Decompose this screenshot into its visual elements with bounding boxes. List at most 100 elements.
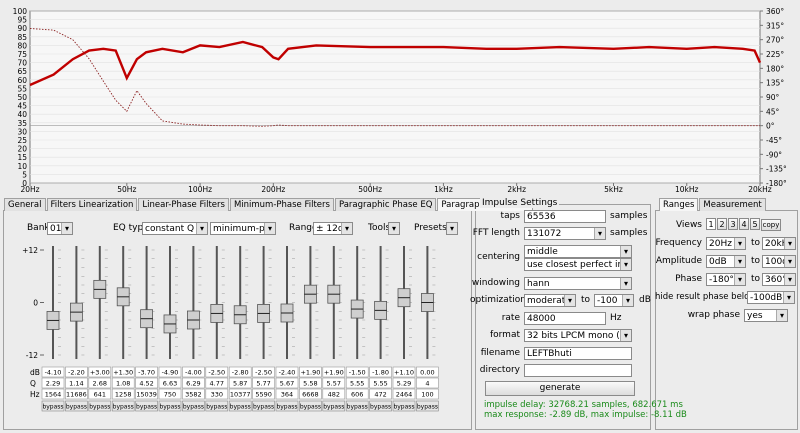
slider-thumb[interactable]: [350, 299, 364, 319]
value-box: [135, 388, 158, 400]
slider-thumb[interactable]: [420, 293, 434, 312]
view-button[interactable]: 2: [717, 218, 727, 230]
select[interactable]: minimum-phase: [210, 222, 276, 235]
slider-thumb[interactable]: [233, 305, 247, 325]
select[interactable]: moderate: [524, 294, 576, 307]
slider-thumb[interactable]: [397, 288, 411, 308]
bypass-button[interactable]: bypass: [299, 400, 322, 412]
menu-label[interactable]: Tools: [368, 223, 391, 233]
select[interactable]: hann: [524, 277, 632, 290]
select[interactable]: 20Hz: [706, 237, 746, 250]
value-box: [322, 388, 346, 400]
slider-thumb[interactable]: [257, 304, 271, 323]
tab[interactable]: General: [4, 198, 46, 211]
bypass-button[interactable]: bypass: [392, 400, 416, 412]
bypass-button[interactable]: bypass: [345, 400, 369, 412]
tab[interactable]: Minimum-Phase Filters: [229, 198, 334, 211]
y-tick-label: 10: [17, 162, 27, 171]
bypass-button[interactable]: bypass: [228, 400, 252, 412]
y2-tick-label: 225°: [766, 50, 784, 59]
slider-thumb[interactable]: [46, 311, 60, 330]
bypass-button[interactable]: bypass: [158, 400, 182, 412]
y-tick-label: 0: [22, 179, 27, 188]
bypass-button[interactable]: bypass: [182, 400, 205, 412]
bypass-box: [41, 400, 65, 412]
select[interactable]: ± 12dB: [313, 222, 353, 235]
select[interactable]: -180°: [706, 273, 746, 286]
slider-thumb[interactable]: [93, 279, 107, 299]
tab-strip: General Filters Linearization Linear-Phase…: [4, 198, 534, 211]
slider-thumb[interactable]: [116, 287, 130, 307]
view-button[interactable]: 3: [728, 218, 738, 230]
x-tick-label: 100Hz: [188, 185, 212, 194]
input[interactable]: [524, 364, 632, 377]
x-tick-label: 200Hz: [261, 185, 285, 194]
select[interactable]: -100: [594, 294, 634, 307]
x-tick-label: 10kHz: [675, 185, 699, 194]
bypass-button[interactable]: bypass: [369, 400, 392, 412]
view-button[interactable]: 1: [706, 218, 716, 230]
input[interactable]: 48000: [524, 312, 606, 325]
bypass-button[interactable]: bypass: [135, 400, 158, 412]
value-box: [182, 366, 205, 378]
bypass-text: bypass: [42, 404, 63, 411]
slider-thumb[interactable]: [303, 284, 317, 304]
copy-button[interactable]: copy: [761, 219, 781, 231]
tab[interactable]: Measurement: [699, 198, 766, 211]
slider-thumb[interactable]: [374, 300, 388, 320]
bypass-button[interactable]: bypass: [41, 400, 65, 412]
bypass-button[interactable]: bypass: [65, 400, 88, 412]
select[interactable]: use closest perfect impulse: [524, 258, 632, 271]
input[interactable]: LEFTBhuti: [524, 347, 632, 360]
value-text: +1.30: [113, 369, 133, 377]
value-box: [228, 366, 252, 378]
menu-button[interactable]: [446, 222, 458, 235]
slider-thumb[interactable]: [210, 304, 224, 323]
view-button[interactable]: 5: [750, 218, 760, 230]
input[interactable]: 65536: [524, 210, 606, 223]
bypass-button[interactable]: bypass: [322, 400, 346, 412]
slider-thumb[interactable]: [70, 302, 83, 322]
bypass-button[interactable]: bypass: [111, 400, 135, 412]
select[interactable]: 20kHz: [762, 237, 796, 250]
value-text: +1.10: [394, 369, 414, 377]
tab[interactable]: Linear-Phase Filters: [138, 198, 229, 211]
select[interactable]: 32 bits LPCM mono ( wav): [524, 329, 632, 342]
select[interactable]: middle: [524, 245, 632, 258]
value-text: 3582: [185, 391, 202, 399]
value-box: [65, 388, 88, 400]
y-tick-label: 75: [17, 50, 27, 59]
select[interactable]: 100dB: [762, 255, 796, 268]
view-button[interactable]: 4: [739, 218, 749, 230]
select[interactable]: constant Q: [142, 222, 208, 235]
value-text: 2.29: [46, 380, 60, 388]
select[interactable]: 01: [47, 222, 73, 235]
select[interactable]: yes: [744, 309, 788, 322]
value-box: [252, 388, 275, 400]
menu-label[interactable]: Presets: [414, 223, 447, 233]
slider-thumb[interactable]: [280, 303, 294, 323]
bypass-button[interactable]: bypass: [275, 400, 299, 412]
generate-button[interactable]: generate: [485, 381, 635, 396]
select[interactable]: 131072: [524, 227, 606, 240]
x-tick-label: 500Hz: [358, 185, 382, 194]
select[interactable]: 0dB: [706, 255, 746, 268]
tab[interactable]: Filters Linearization: [46, 198, 138, 211]
value-box: [111, 388, 135, 400]
value-text: 482: [328, 391, 340, 399]
select[interactable]: -100dB: [747, 291, 795, 304]
bypass-button[interactable]: bypass: [416, 400, 439, 412]
slider-thumb[interactable]: [140, 309, 154, 329]
slider-thumb[interactable]: [163, 314, 177, 334]
bypass-button[interactable]: bypass: [252, 400, 275, 412]
tab[interactable]: Ranges: [659, 198, 699, 211]
menu-button[interactable]: [388, 222, 400, 235]
tab[interactable]: Paragraphic Phase EQ: [334, 198, 437, 211]
select[interactable]: 360°: [762, 273, 796, 286]
bypass-button[interactable]: bypass: [205, 400, 229, 412]
value-box: [228, 377, 252, 389]
bypass-button[interactable]: bypass: [88, 400, 112, 412]
slider-thumb[interactable]: [186, 310, 200, 330]
slider-thumb[interactable]: [327, 284, 341, 304]
